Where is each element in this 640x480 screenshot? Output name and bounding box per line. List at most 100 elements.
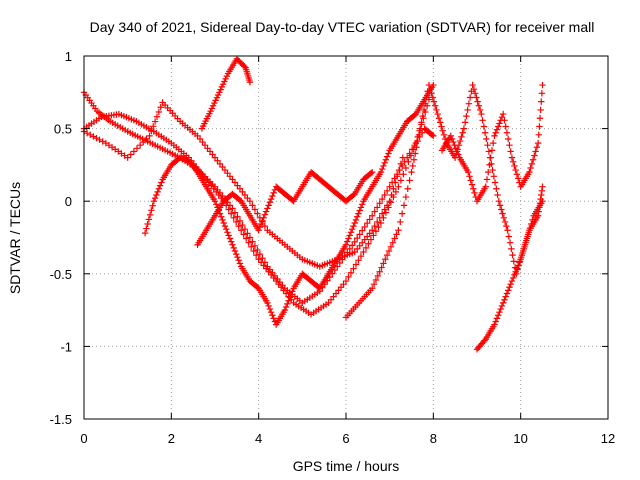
chart-title: Day 340 of 2021, Sidereal Day-to-day VTE… (90, 19, 595, 35)
data-point (538, 98, 545, 105)
data-point (527, 164, 534, 172)
data-point (233, 250, 240, 258)
data-point (501, 218, 509, 226)
data-point (425, 81, 433, 89)
data-point (240, 231, 247, 238)
data-point (156, 182, 164, 189)
data-point (256, 223, 264, 231)
data-point (413, 144, 420, 151)
data-point (375, 223, 382, 231)
data-point (474, 98, 481, 105)
data-point (417, 125, 424, 132)
data-point (260, 214, 267, 221)
data-point (235, 222, 242, 230)
x-tick-label: 6 (342, 431, 349, 446)
data-point (254, 210, 261, 217)
data-point (143, 225, 150, 232)
data-point (429, 94, 436, 101)
data-point (219, 216, 226, 224)
data-point (380, 162, 387, 170)
data-point (501, 296, 508, 303)
data-point (381, 159, 388, 167)
data-point (266, 199, 274, 206)
data-point (376, 268, 383, 275)
data-point (141, 229, 149, 237)
x-tick-label: 0 (80, 431, 87, 446)
data-point (464, 106, 471, 114)
data-point (351, 238, 358, 246)
data-point (537, 195, 544, 203)
data-point (382, 209, 390, 216)
data-point (224, 229, 231, 236)
data-point (506, 284, 513, 291)
data-point (534, 212, 542, 219)
data-point (148, 127, 155, 135)
data-point (475, 102, 483, 109)
data-point (502, 293, 509, 300)
data-point (393, 173, 401, 180)
data-point (483, 135, 490, 143)
data-point (488, 147, 496, 154)
data-point (536, 123, 543, 130)
data-point (371, 208, 378, 215)
data-point (494, 191, 501, 199)
data-point (423, 94, 430, 101)
data-point (211, 198, 219, 205)
data-point (539, 183, 546, 190)
data-point (438, 123, 445, 130)
data-point (516, 259, 523, 266)
data-point (256, 250, 264, 258)
data-point (500, 214, 508, 221)
ticks (83, 55, 609, 420)
data-point (487, 154, 494, 161)
data-point (389, 239, 396, 246)
data-point (507, 148, 514, 155)
data-point (402, 164, 410, 172)
data-point (537, 106, 544, 114)
data-point (355, 257, 362, 264)
data-point (251, 206, 259, 213)
data-point (369, 168, 376, 176)
data-point (376, 214, 383, 221)
data-point (221, 222, 229, 230)
data-point (460, 125, 468, 132)
data-point (356, 231, 363, 238)
data-point (473, 94, 480, 101)
data-point (495, 312, 502, 319)
data-point (499, 210, 506, 217)
data-point (367, 169, 375, 177)
data-point (538, 90, 546, 97)
data-point (395, 183, 402, 190)
data-point (495, 198, 503, 205)
data-point (439, 127, 446, 134)
data-point (486, 161, 493, 169)
series-track-3 (80, 99, 406, 270)
data-point (386, 198, 393, 205)
data-point (495, 123, 502, 130)
data-point (155, 185, 163, 192)
data-point (230, 244, 237, 252)
data-point (370, 280, 378, 288)
data-point (369, 285, 376, 292)
data-point (250, 247, 257, 255)
data-point (430, 132, 437, 140)
data-point (373, 204, 381, 211)
data-point (233, 218, 240, 226)
data-point (526, 168, 533, 176)
data-point (267, 308, 275, 316)
data-point (512, 166, 519, 174)
data-point (130, 148, 138, 155)
data-point (342, 241, 350, 248)
data-point (509, 274, 517, 282)
data-point (508, 277, 516, 285)
data-point (466, 94, 474, 101)
data-point (490, 173, 498, 180)
data-point (436, 119, 444, 126)
data-point (466, 173, 473, 180)
data-point (458, 133, 465, 141)
series-track-8 (438, 81, 546, 205)
data-point (397, 160, 405, 168)
data-point (492, 129, 499, 136)
data-point (254, 246, 261, 254)
data-point (529, 156, 537, 163)
